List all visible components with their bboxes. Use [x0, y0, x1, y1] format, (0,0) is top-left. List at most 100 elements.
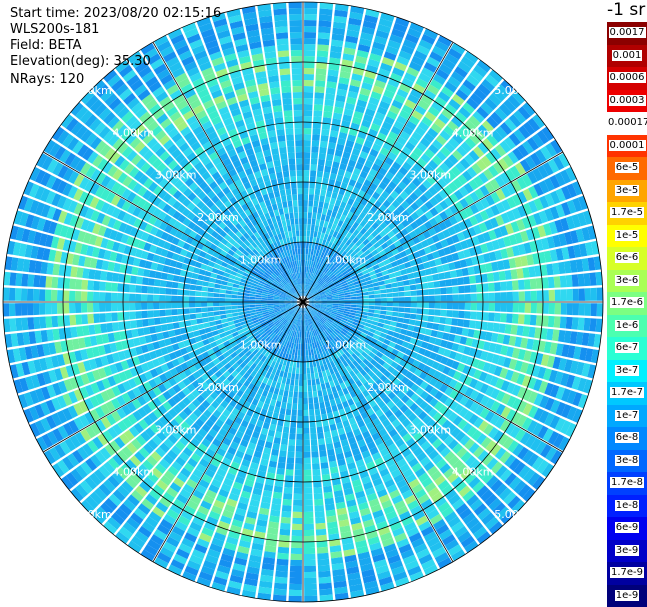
range-gate — [226, 498, 238, 508]
range-gate — [81, 314, 89, 325]
range-gate — [284, 481, 293, 488]
range-gate — [313, 306, 320, 311]
range-gate — [356, 302, 363, 305]
range-gate — [270, 324, 277, 330]
range-gate — [168, 531, 183, 543]
range-gate — [255, 297, 262, 300]
range-gate — [298, 313, 301, 320]
range-gate — [164, 338, 172, 346]
range-gate — [282, 396, 288, 403]
range-gate — [303, 403, 309, 411]
range-gate — [256, 419, 264, 428]
range-gate — [237, 411, 246, 420]
range-gate — [449, 326, 457, 334]
range-gate — [319, 219, 325, 227]
range-gate — [517, 484, 531, 498]
range-gate — [383, 370, 392, 378]
range-gate — [477, 507, 491, 521]
range-gate — [303, 433, 310, 440]
range-gate — [303, 361, 307, 368]
range-gate — [197, 274, 205, 281]
range-gate — [315, 314, 320, 320]
range-gate — [314, 510, 325, 518]
range-gate — [273, 387, 280, 395]
range-gate — [303, 517, 314, 524]
range-gate — [445, 539, 459, 551]
range-gate — [356, 338, 364, 345]
range-gate — [432, 412, 443, 422]
range-gate — [213, 311, 220, 316]
range-gate — [111, 312, 118, 322]
range-gate — [225, 432, 235, 441]
range-gate — [315, 328, 320, 335]
range-gate — [285, 304, 292, 307]
range-gate — [112, 322, 120, 332]
range-gate — [295, 140, 303, 147]
range-gate — [318, 14, 332, 22]
range-gate — [231, 294, 238, 299]
range-gate — [308, 304, 315, 307]
range-gate — [220, 347, 228, 354]
range-gate — [320, 303, 327, 305]
range-gate — [208, 443, 219, 453]
range-gate — [548, 369, 558, 383]
range-gate — [88, 269, 96, 280]
range-gate — [211, 505, 223, 515]
range-gate — [163, 412, 174, 422]
range-gate — [314, 505, 325, 512]
range-gate — [406, 527, 420, 538]
range-gate — [203, 322, 211, 328]
range-gate — [107, 375, 117, 387]
range-gate — [336, 403, 344, 411]
range-gate — [441, 419, 452, 430]
range-gate — [310, 373, 315, 380]
range-gate — [480, 436, 492, 449]
range-gate — [499, 450, 512, 464]
range-gate — [260, 340, 267, 347]
range-gate — [48, 249, 57, 262]
range-gate — [289, 571, 302, 578]
range-gate — [303, 493, 313, 500]
range-gate — [225, 298, 232, 302]
range-gate — [247, 343, 254, 350]
range-gate — [347, 339, 355, 346]
range-gate — [195, 484, 207, 495]
range-gate — [294, 248, 298, 255]
range-gate — [281, 352, 287, 359]
range-gate — [448, 333, 456, 342]
range-gate — [278, 413, 285, 421]
range-gate — [231, 378, 239, 386]
range-gate — [125, 265, 133, 275]
range-gate — [296, 337, 300, 344]
range-gate — [117, 293, 124, 302]
range-gate — [366, 386, 375, 394]
range-gate — [223, 340, 231, 347]
range-gate — [538, 340, 546, 353]
range-gate — [159, 280, 167, 287]
range-gate — [383, 324, 390, 330]
range-gate — [317, 164, 324, 172]
range-gate — [267, 306, 274, 310]
range-gate — [320, 364, 325, 372]
range-gate — [181, 537, 195, 549]
range-gate — [269, 423, 277, 431]
range-gate — [177, 289, 184, 296]
range-gate — [339, 355, 346, 363]
range-gate — [269, 515, 280, 523]
range-gate — [217, 343, 225, 350]
range-gate — [273, 304, 280, 307]
range-gate — [329, 466, 339, 474]
range-gate — [115, 531, 130, 544]
range-gate — [378, 347, 386, 354]
range-gate — [75, 375, 85, 388]
range-gate — [219, 310, 226, 315]
range-gate — [91, 510, 106, 525]
range-gate — [414, 488, 427, 499]
range-gate — [335, 350, 342, 358]
range-gate — [359, 507, 371, 517]
range-gate — [320, 135, 329, 142]
range-gate — [277, 546, 290, 554]
range-gate — [293, 104, 303, 111]
range-gate — [488, 302, 495, 312]
range-gate — [481, 471, 494, 484]
